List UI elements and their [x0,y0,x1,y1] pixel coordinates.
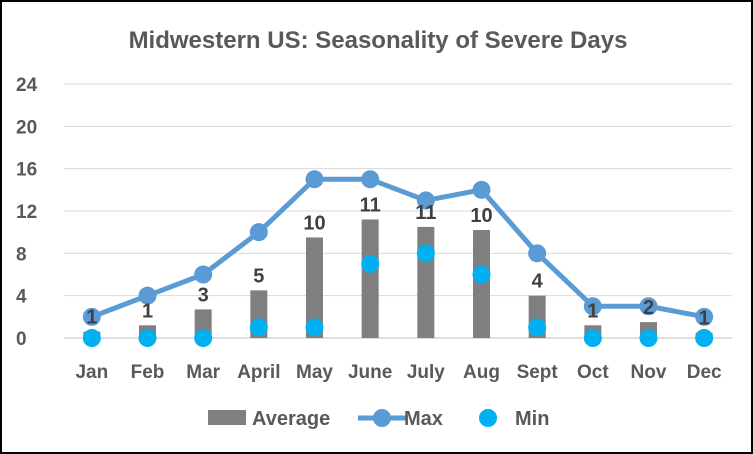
data-label: 11 [415,202,436,224]
min-point-Oct [583,329,602,347]
legend-swatch-max-point [373,409,391,427]
data-label: 1 [699,308,710,330]
legend: Average Max Min [208,408,549,430]
gridlines [64,83,732,339]
y-tick-label: 4 [16,287,27,308]
bar-May [306,237,323,338]
max-point-May [305,170,324,189]
max-point-Feb [138,286,157,305]
x-tick-label: June [348,362,392,383]
min-point-Sept [528,318,547,337]
x-tick-label: May [296,362,333,383]
legend-label-average: Average [252,408,330,430]
max-point-June [361,170,380,189]
y-axis: 0 4 8 12 16 20 24 [16,75,38,350]
data-label: 2 [643,297,654,319]
series-min [82,244,714,347]
data-label: 10 [303,212,325,234]
legend-label-max: Max [404,408,443,430]
max-point-Sept [528,244,547,263]
min-point-Dec [695,329,714,347]
max-point-Nov [639,297,658,316]
x-tick-label: Oct [577,362,609,383]
min-point-Aug [472,265,491,284]
y-tick-label: 0 [16,329,27,350]
min-point-Jan [82,329,101,347]
min-point-Mar [194,329,213,347]
y-tick-label: 24 [16,75,38,96]
legend-label-min: Min [515,408,549,430]
max-point-Jan [82,307,101,326]
legend-swatch-average [208,410,246,425]
x-axis: Jan Feb Mar April May June July Aug Sept Oct Nov De… [75,362,722,383]
max-point-July [416,191,435,210]
data-label: 11 [360,194,381,216]
min-point-July [416,244,435,263]
max-point-Mar [194,265,213,284]
y-tick-label: 12 [16,202,37,223]
bar-July [417,226,435,338]
x-tick-label: Nov [631,362,667,383]
data-label: 3 [198,284,209,306]
series-max [82,170,714,326]
bars-average [83,219,713,338]
x-tick-label: Jan [75,362,108,383]
y-tick-label: 20 [16,117,37,138]
data-label: 4 [532,271,544,293]
data-label: 5 [253,265,264,287]
x-tick-label: Aug [463,362,500,383]
min-point-Feb [138,329,157,347]
data-label: 1 [142,300,153,322]
x-tick-label: Dec [687,362,722,383]
max-point-April [249,223,268,242]
max-line [90,176,705,320]
min-point-June [361,254,380,273]
y-tick-label: 8 [16,244,27,265]
bar-Aug [473,230,490,338]
min-point-Nov [639,329,658,347]
chart-title: Midwestern US: Seasonality of Severe Day… [129,27,628,54]
y-tick-label: 16 [16,160,37,181]
min-point-April [249,318,268,337]
x-tick-label: Sept [517,362,559,383]
legend-swatch-min [479,409,497,427]
x-tick-label: Mar [186,362,220,383]
data-label: 1 [587,300,598,322]
max-point-Aug [472,180,491,199]
max-point-Oct [583,297,602,316]
data-label: 10 [470,205,492,227]
min-point-May [305,318,324,337]
x-tick-label: Feb [131,362,165,383]
bar-June [361,219,379,338]
max-point-Dec [695,307,714,326]
x-tick-label: July [407,362,445,383]
x-tick-label: April [237,362,280,383]
data-label: 1 [86,307,97,329]
